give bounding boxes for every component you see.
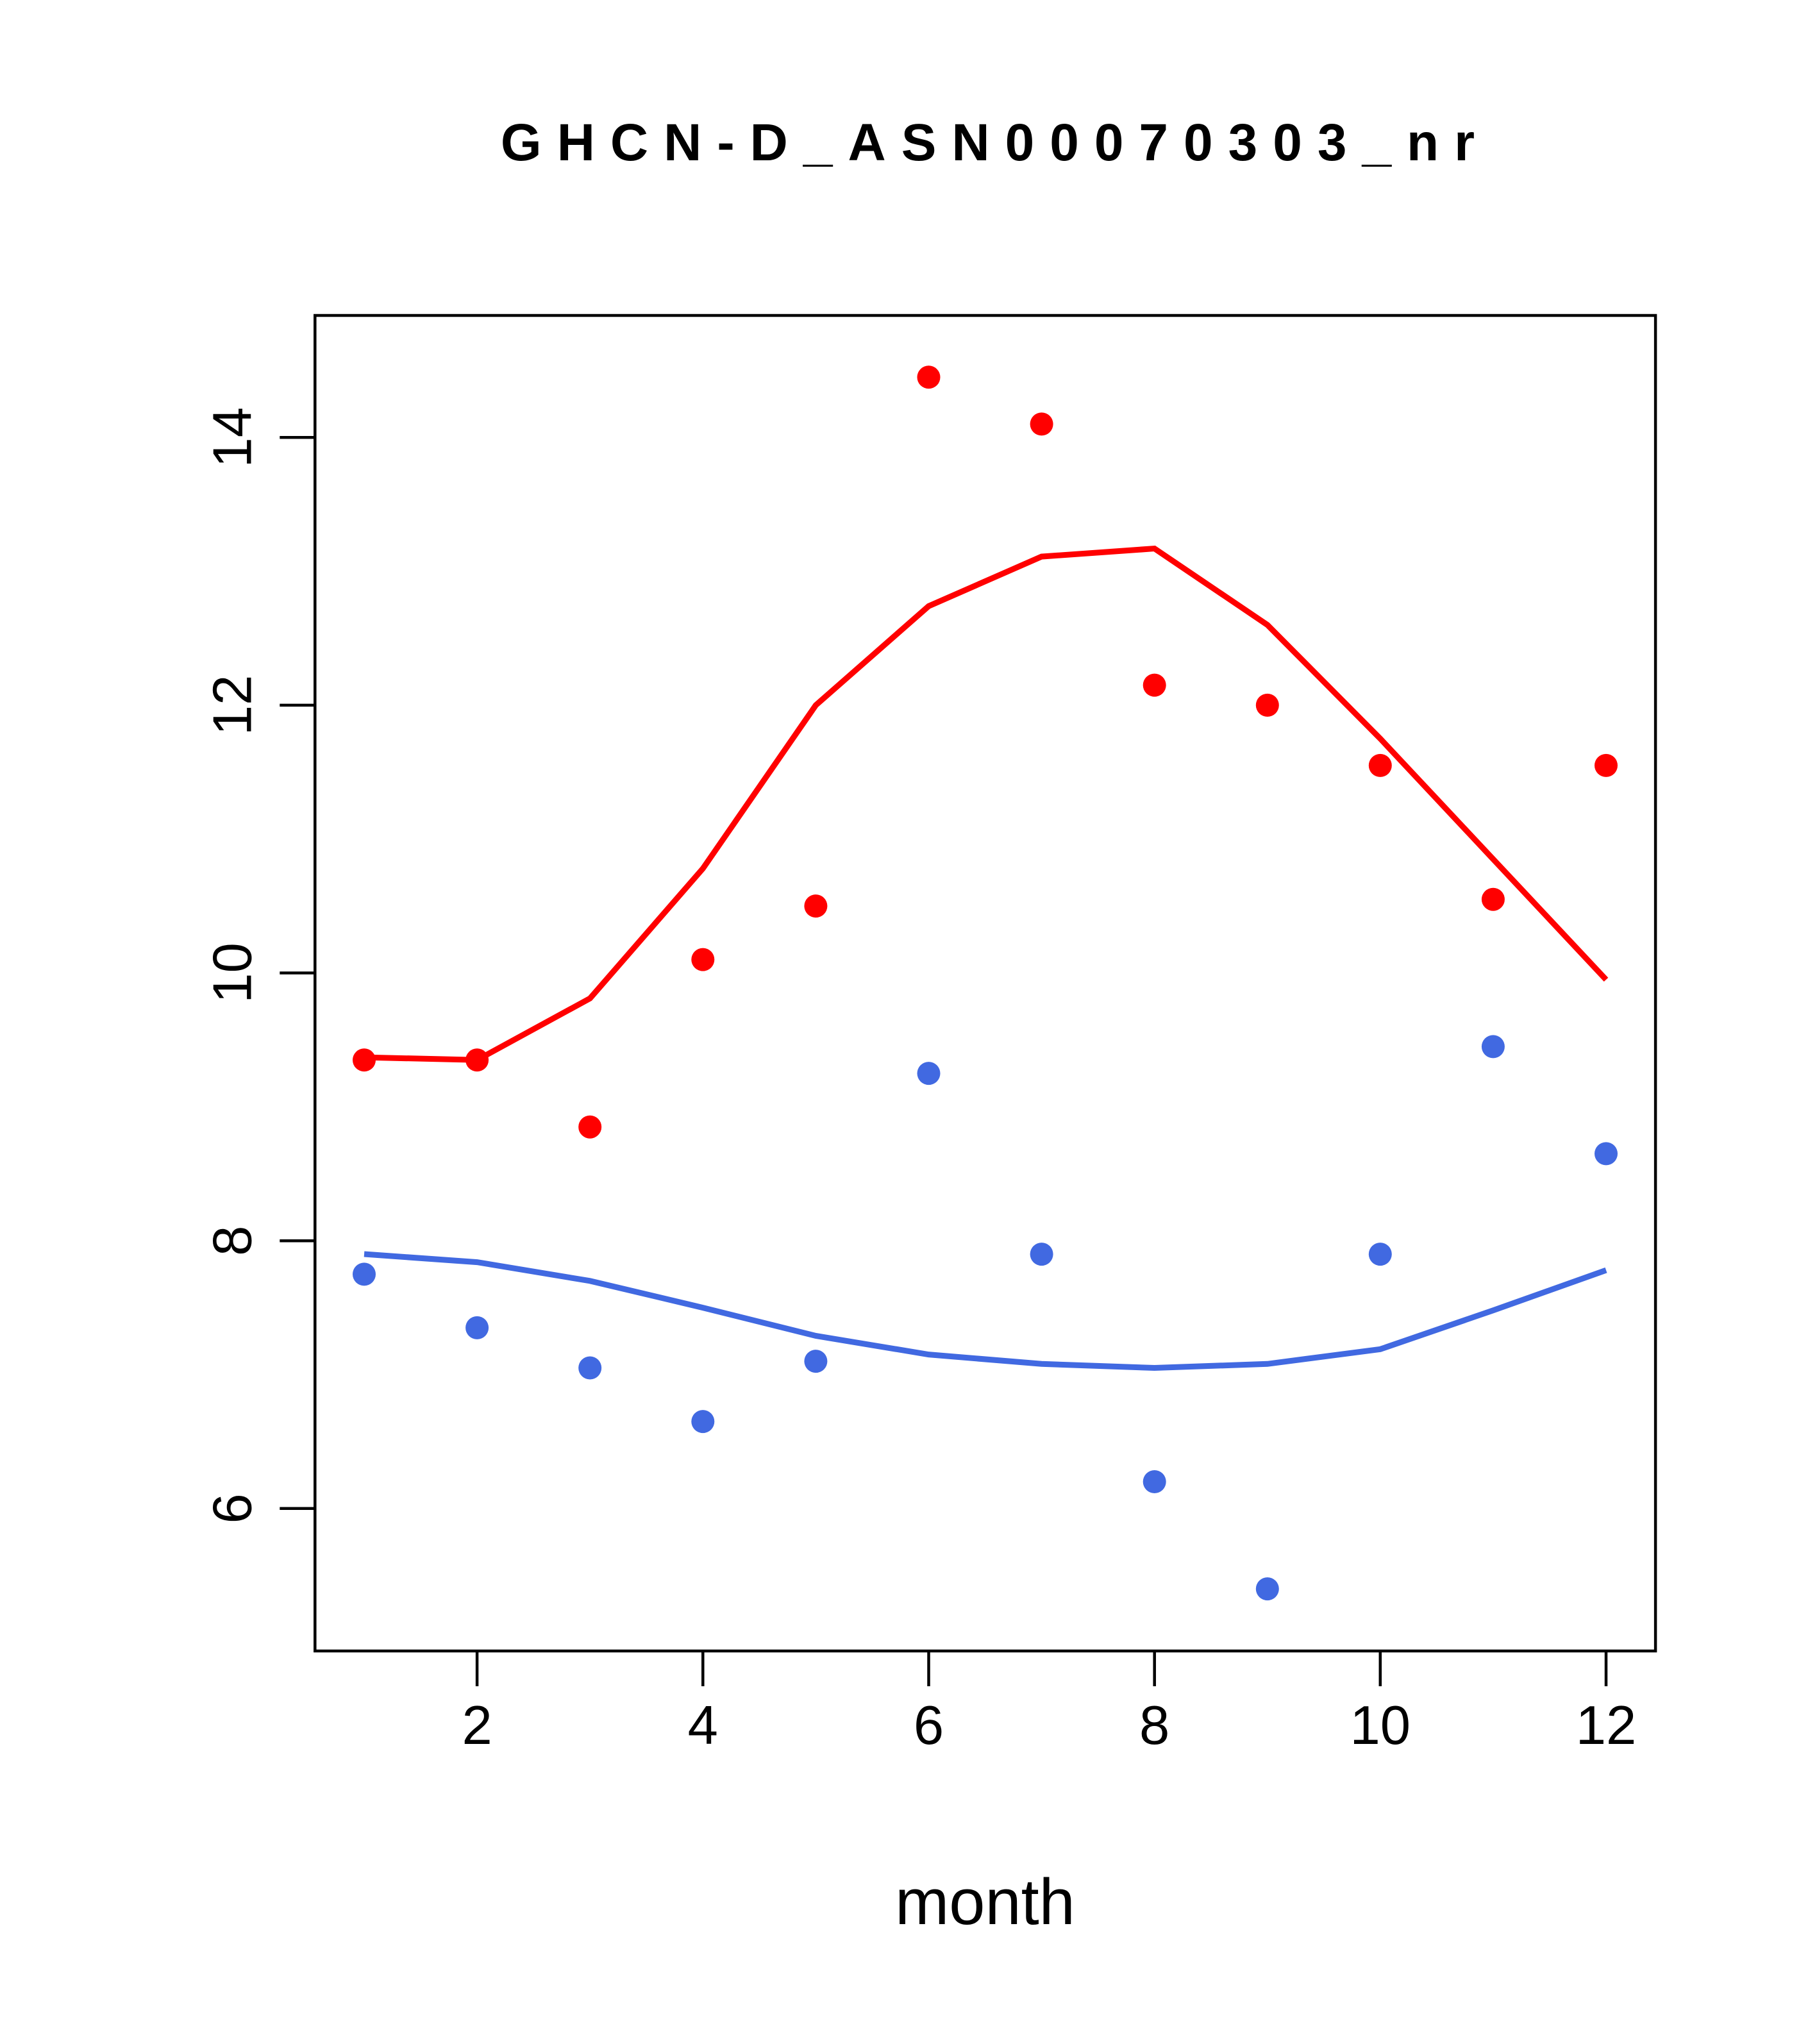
svg-text:12: 12 bbox=[1576, 1695, 1637, 1756]
svg-text:8: 8 bbox=[1139, 1695, 1169, 1756]
svg-text:10: 10 bbox=[202, 942, 263, 1003]
svg-text:2: 2 bbox=[462, 1695, 492, 1756]
svg-text:8: 8 bbox=[202, 1226, 263, 1256]
svg-text:4: 4 bbox=[688, 1695, 718, 1756]
svg-text:6: 6 bbox=[914, 1695, 944, 1756]
svg-text:10: 10 bbox=[1350, 1695, 1411, 1756]
svg-text:12: 12 bbox=[202, 675, 263, 736]
svg-text:14: 14 bbox=[202, 407, 263, 468]
svg-text:6: 6 bbox=[202, 1493, 263, 1523]
